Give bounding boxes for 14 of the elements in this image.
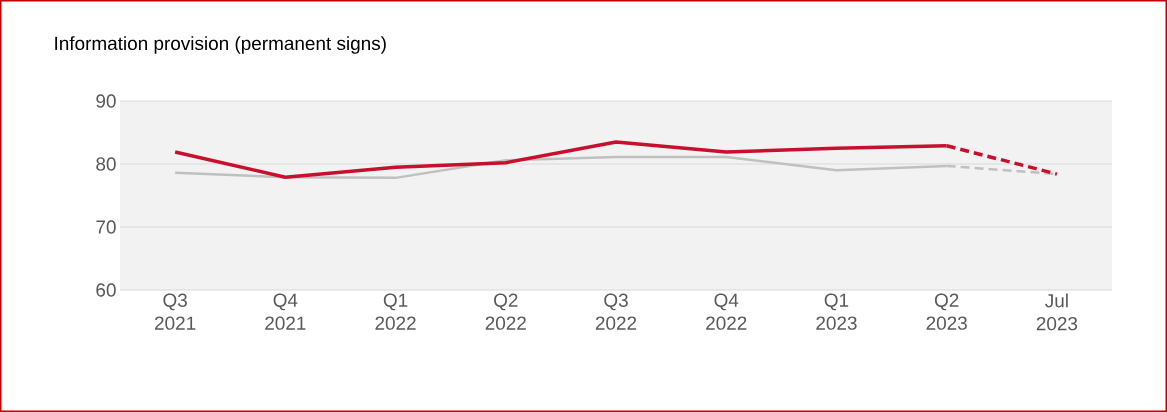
- y-tick-label: 60: [96, 283, 116, 297]
- y-tick-label: 90: [96, 94, 116, 108]
- x-tick-label: Q1 2022: [375, 293, 416, 330]
- chart-title: Information provision (permanent signs): [55, 36, 386, 54]
- x-tick-label: Q1 2023: [816, 293, 857, 330]
- x-tick-label: Jul 2023: [1036, 293, 1078, 331]
- x-tick-label: Q4 2021: [265, 293, 306, 330]
- y-tick-label: 70: [96, 220, 116, 234]
- x-tick-label: Q3 2021: [155, 293, 196, 330]
- x-tick-label: Q3 2022: [595, 293, 637, 330]
- x-tick-label: Q4 2022: [706, 293, 747, 330]
- x-tick-label: Q2 2022: [485, 293, 526, 330]
- y-tick-label: 80: [96, 157, 116, 171]
- x-tick-label: Q2 2023: [926, 293, 967, 330]
